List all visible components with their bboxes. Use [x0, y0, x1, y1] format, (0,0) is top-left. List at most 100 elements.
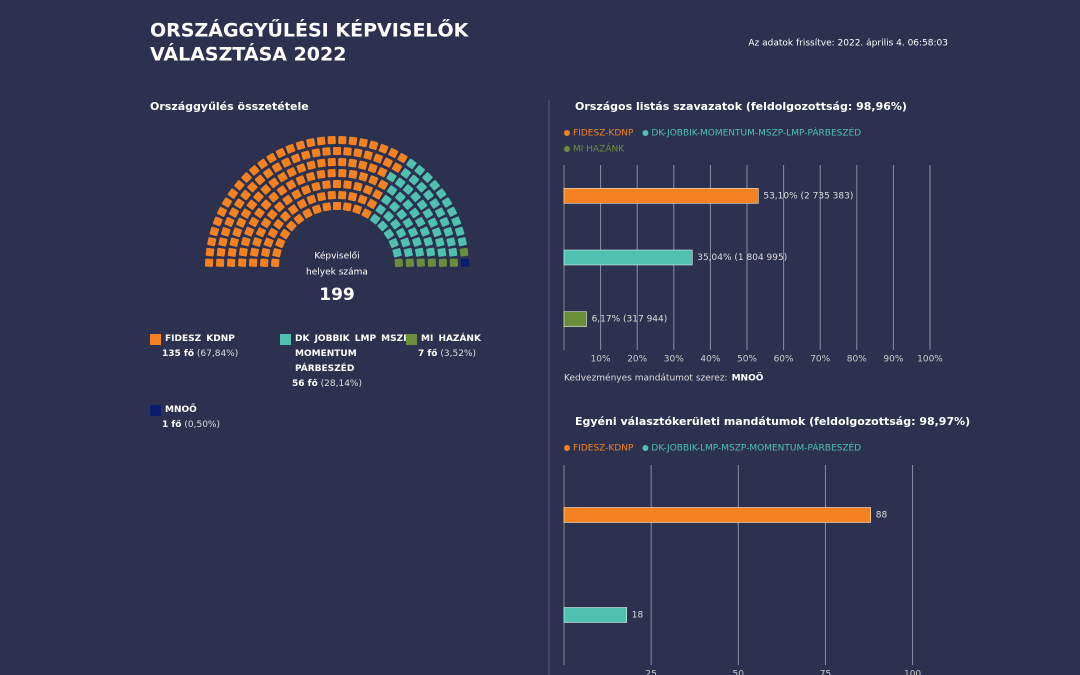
seat [409, 207, 420, 219]
seat [429, 198, 440, 209]
seat [383, 228, 395, 240]
seat [338, 135, 347, 145]
bar [563, 249, 693, 266]
seat [446, 206, 458, 217]
legend-dot [564, 146, 570, 152]
seat [406, 158, 417, 170]
seat [460, 258, 470, 267]
bar [563, 507, 871, 523]
seat [228, 207, 240, 218]
seat [338, 157, 347, 167]
seat [448, 247, 458, 257]
seat-group [369, 158, 467, 258]
seat [277, 171, 288, 183]
seat [435, 188, 447, 199]
seat [305, 171, 316, 182]
seat [363, 150, 373, 160]
party-seats: 135 fő (67,84%) [162, 347, 265, 362]
seat [414, 165, 425, 176]
seat [302, 208, 313, 219]
seat [221, 197, 233, 208]
seat [377, 167, 388, 178]
section-title: Egyéni választókerületi mandátumok (feld… [575, 415, 970, 428]
seat [422, 208, 434, 219]
swatch [280, 334, 291, 345]
note: Kedvezményes mandátumot szerez: [564, 373, 728, 384]
seat [246, 199, 258, 211]
seat [378, 143, 389, 154]
seat [312, 204, 322, 215]
seat [205, 247, 215, 257]
seat [392, 248, 402, 258]
seat [216, 206, 228, 217]
value-label: 53,10% (2 735 383) [763, 191, 853, 201]
seat [408, 227, 418, 238]
seat [446, 237, 456, 247]
seat [383, 211, 394, 222]
seat [372, 189, 383, 200]
seat [390, 219, 401, 230]
seat [441, 197, 453, 208]
seat [253, 191, 264, 203]
x-tick-label: 40% [700, 355, 720, 365]
x-tick-label: 10% [591, 355, 611, 365]
seat [311, 148, 321, 158]
party-seats: 7 fő (3,52%) [418, 347, 531, 362]
seat [400, 168, 411, 179]
seat [435, 237, 445, 247]
x-tick-label: 20% [627, 355, 647, 365]
x-tick-label: 70% [810, 355, 830, 365]
seat [361, 208, 372, 219]
seat [343, 147, 352, 156]
seat [270, 258, 280, 268]
seat [272, 248, 282, 258]
seat [416, 258, 426, 267]
note-value: MNOŐ [732, 373, 764, 384]
seat [281, 157, 292, 168]
seat [438, 258, 448, 267]
seat [457, 237, 467, 247]
seat [271, 162, 283, 173]
seat [369, 213, 381, 225]
swatch [150, 334, 161, 345]
seat [256, 227, 266, 238]
seat [363, 185, 373, 195]
seat [240, 189, 251, 201]
seat [386, 171, 397, 183]
seat [237, 258, 247, 267]
seat [306, 194, 317, 205]
x-tick-label: 75 [820, 670, 831, 675]
seat [286, 220, 297, 232]
seat [279, 228, 291, 240]
seat [291, 189, 302, 200]
legend-dot [642, 445, 649, 451]
seat [449, 258, 459, 267]
seat [232, 227, 243, 238]
x-tick-label: 80% [847, 355, 867, 365]
title-line: ORSZÁGGYŰLÉSI KÉPVISELŐK [150, 18, 470, 42]
seat [267, 209, 278, 220]
seat [388, 147, 399, 159]
party-seats: 56 fő (28,14%) [292, 377, 413, 392]
x-tick-label: 25 [645, 670, 656, 675]
x-tick-label: 50% [737, 355, 757, 365]
seat [419, 226, 430, 237]
seat [249, 165, 260, 176]
seat [248, 216, 259, 228]
seat [327, 157, 336, 167]
seat [443, 227, 454, 237]
seat [227, 188, 239, 199]
seat [249, 247, 259, 257]
seat-share: (3,52%) [440, 349, 476, 359]
seat [415, 247, 425, 257]
seat [394, 258, 404, 268]
seat [306, 160, 316, 170]
seat [229, 237, 239, 247]
party-legend: MNOŐ 1 fő (0,50%) [150, 403, 265, 433]
seat [257, 158, 268, 170]
seat [368, 175, 379, 186]
x-tick-label: 30% [664, 355, 684, 365]
seat [353, 181, 363, 192]
seat [267, 227, 279, 239]
